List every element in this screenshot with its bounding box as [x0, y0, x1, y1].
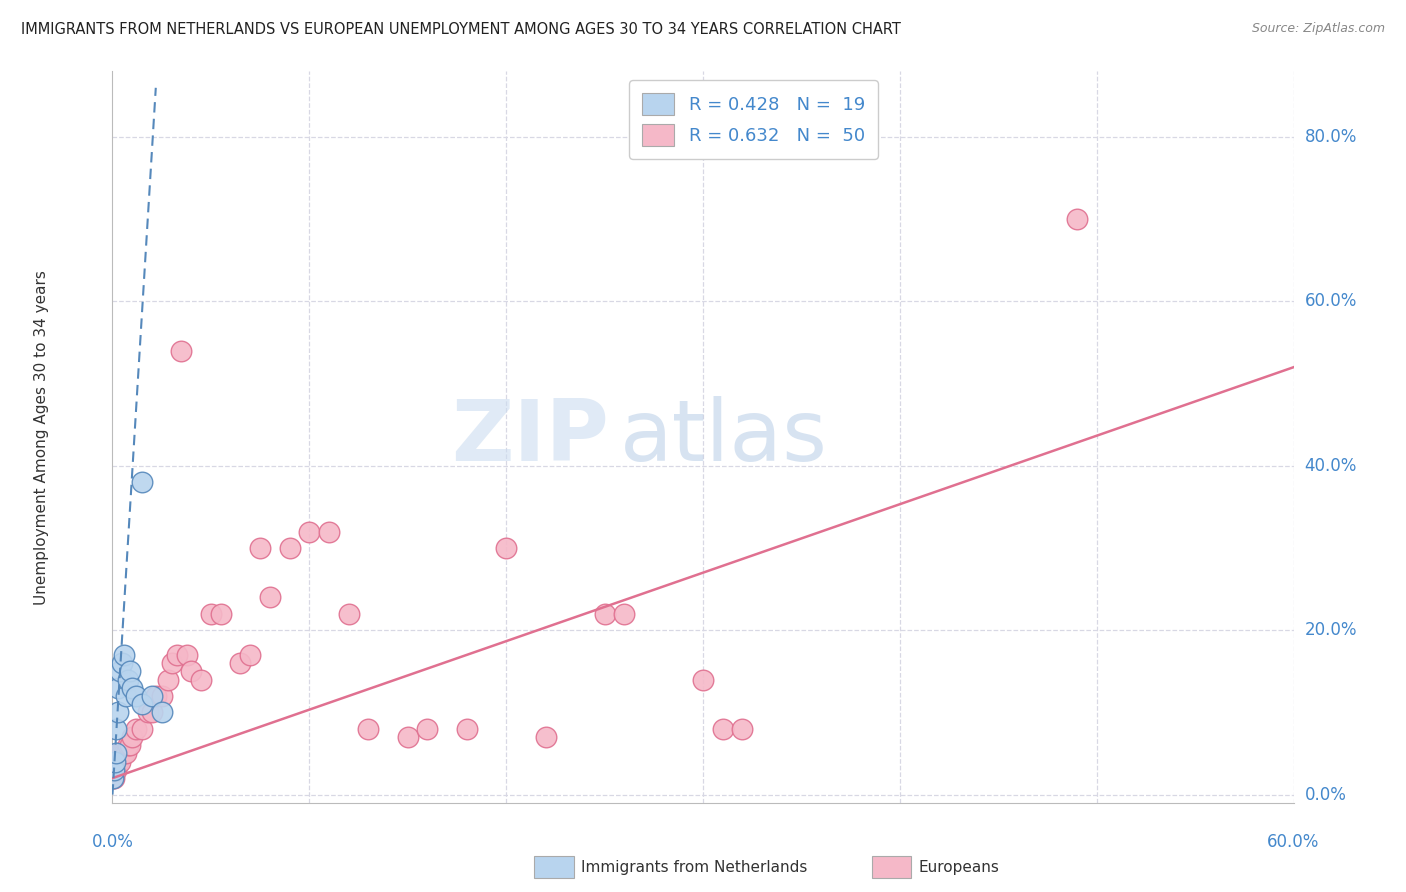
- Point: [112, 648, 135, 662]
- Point: [103, 771, 125, 785]
- Point: [131, 475, 153, 490]
- Point: [103, 763, 125, 777]
- Point: [136, 706, 159, 720]
- Point: [170, 343, 193, 358]
- Point: [249, 541, 271, 555]
- Point: [613, 607, 636, 621]
- Point: [107, 706, 129, 720]
- Text: ZIP: ZIP: [451, 395, 609, 479]
- Point: [145, 689, 167, 703]
- Text: 60.0%: 60.0%: [1305, 293, 1357, 310]
- Point: [180, 665, 202, 679]
- Point: [131, 722, 153, 736]
- Point: [105, 747, 128, 761]
- Text: Source: ZipAtlas.com: Source: ZipAtlas.com: [1251, 22, 1385, 36]
- Point: [156, 673, 179, 687]
- Point: [104, 755, 127, 769]
- Point: [141, 689, 163, 703]
- Point: [117, 739, 139, 753]
- Point: [731, 722, 754, 736]
- Text: Immigrants from Netherlands: Immigrants from Netherlands: [581, 860, 807, 874]
- Point: [131, 697, 153, 711]
- Point: [416, 722, 439, 736]
- Text: Unemployment Among Ages 30 to 34 years: Unemployment Among Ages 30 to 34 years: [34, 269, 49, 605]
- Point: [318, 524, 340, 539]
- Text: 20.0%: 20.0%: [1305, 621, 1357, 640]
- Point: [121, 681, 143, 695]
- Point: [176, 648, 198, 662]
- Point: [111, 656, 134, 670]
- Text: 0.0%: 0.0%: [1305, 786, 1347, 804]
- Text: 40.0%: 40.0%: [1305, 457, 1357, 475]
- Point: [166, 648, 188, 662]
- Point: [103, 771, 125, 785]
- Point: [115, 747, 138, 761]
- Point: [239, 648, 262, 662]
- Point: [125, 722, 148, 736]
- Point: [120, 665, 142, 679]
- Point: [110, 755, 132, 769]
- Legend: R = 0.428   N =  19, R = 0.632   N =  50: R = 0.428 N = 19, R = 0.632 N = 50: [630, 80, 877, 159]
- Point: [117, 673, 139, 687]
- Point: [337, 607, 360, 621]
- Point: [110, 747, 132, 761]
- Point: [105, 763, 128, 777]
- Point: [150, 706, 173, 720]
- Point: [692, 673, 714, 687]
- Point: [115, 689, 138, 703]
- Point: [150, 689, 173, 703]
- Point: [160, 656, 183, 670]
- Text: 0.0%: 0.0%: [91, 833, 134, 851]
- Point: [259, 591, 281, 605]
- Text: Europeans: Europeans: [918, 860, 1000, 874]
- Point: [111, 747, 134, 761]
- Text: IMMIGRANTS FROM NETHERLANDS VS EUROPEAN UNEMPLOYMENT AMONG AGES 30 TO 34 YEARS C: IMMIGRANTS FROM NETHERLANDS VS EUROPEAN …: [21, 22, 901, 37]
- Point: [121, 730, 143, 744]
- Point: [112, 747, 135, 761]
- Point: [103, 771, 125, 785]
- Point: [110, 665, 132, 679]
- Point: [534, 730, 557, 744]
- Point: [229, 656, 252, 670]
- Point: [1066, 212, 1088, 227]
- Text: 80.0%: 80.0%: [1305, 128, 1357, 146]
- Point: [593, 607, 616, 621]
- Point: [711, 722, 734, 736]
- Point: [105, 722, 128, 736]
- Point: [105, 755, 128, 769]
- Point: [396, 730, 419, 744]
- Point: [278, 541, 301, 555]
- Point: [190, 673, 212, 687]
- Point: [103, 763, 125, 777]
- Text: 60.0%: 60.0%: [1267, 833, 1320, 851]
- Point: [107, 755, 129, 769]
- Point: [495, 541, 517, 555]
- Point: [456, 722, 478, 736]
- Point: [298, 524, 321, 539]
- Point: [141, 706, 163, 720]
- Text: atlas: atlas: [620, 395, 828, 479]
- Point: [125, 689, 148, 703]
- Point: [209, 607, 232, 621]
- Point: [357, 722, 380, 736]
- Point: [200, 607, 222, 621]
- Point: [120, 739, 142, 753]
- Point: [107, 747, 129, 761]
- Point: [107, 681, 129, 695]
